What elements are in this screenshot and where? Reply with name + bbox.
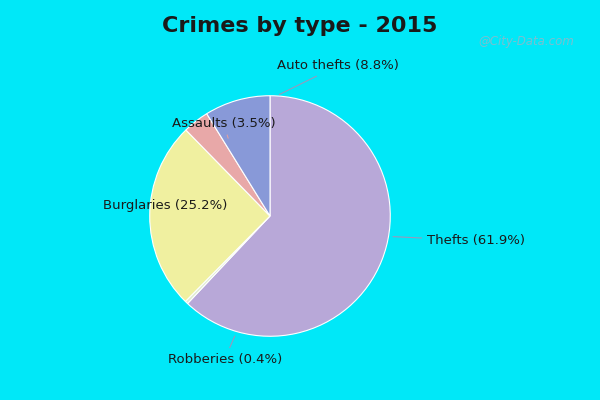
Wedge shape bbox=[185, 216, 270, 304]
Text: Crimes by type - 2015: Crimes by type - 2015 bbox=[163, 16, 437, 36]
Wedge shape bbox=[188, 96, 390, 336]
Text: @City-Data.com: @City-Data.com bbox=[479, 35, 574, 48]
Wedge shape bbox=[207, 96, 270, 216]
Wedge shape bbox=[150, 130, 270, 302]
Text: Auto thefts (8.8%): Auto thefts (8.8%) bbox=[277, 59, 399, 94]
Text: Thefts (61.9%): Thefts (61.9%) bbox=[393, 234, 525, 247]
Wedge shape bbox=[186, 114, 270, 216]
Text: Robberies (0.4%): Robberies (0.4%) bbox=[167, 336, 282, 366]
Text: Burglaries (25.2%): Burglaries (25.2%) bbox=[103, 198, 227, 212]
Text: Assaults (3.5%): Assaults (3.5%) bbox=[172, 116, 275, 138]
